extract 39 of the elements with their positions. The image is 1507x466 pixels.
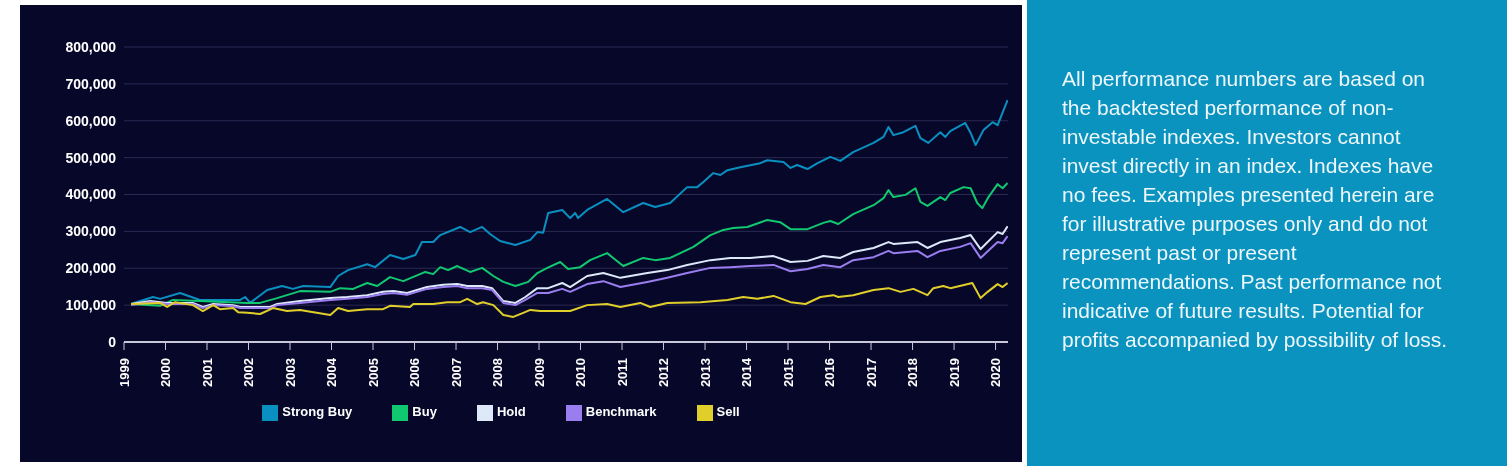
x-tick-label: 2001 [199,358,215,387]
x-tick-label: 2002 [241,358,257,387]
y-tick-label: 100,000 [65,297,117,314]
x-tick-label: 2006 [407,358,423,387]
y-tick-label: 600,000 [65,112,117,129]
x-tick-label: 2008 [490,358,506,387]
legend-label: Buy [412,404,437,419]
x-tick-label: 2018 [905,358,921,387]
x-tick-label: 2014 [739,357,755,387]
legend-label: Sell [716,404,740,419]
y-tick-label: 800,000 [65,38,117,55]
x-tick-label: 2004 [324,357,340,387]
x-tick-label: 2012 [656,358,672,387]
y-tick-label: 200,000 [65,260,117,277]
text: All performance numbers are based on the backtested performance of non-investable indexes. Investors cannot invest directly in an index. Indexes have no fees. Examples presented herein are for illustrative purposes only and do not represent past or present recommendations. Past performance not indicative of future results. Potential for profits accompanied by possibility of loss. [1062,67,1448,351]
line-series [130,282,1008,318]
y-tick-label: 400,000 [65,186,117,203]
x-tick-label: 2019 [946,358,962,387]
x-tick-label: 2016 [822,358,838,387]
x-tick-label: 2017 [863,358,879,387]
legend-label: Hold [496,404,526,419]
legend-label: Benchmark [585,404,657,419]
x-tick-label: 1999 [116,358,132,387]
x-tick-label: 2013 [697,358,713,387]
line-series [130,99,1008,306]
x-tick-label: 2000 [158,358,173,387]
y-tick-label: 0 [108,333,117,350]
x-tick-label: 2009 [531,358,547,387]
x-tick-label: 2010 [573,358,589,387]
x-tick-label: 2003 [282,358,298,387]
y-tick-label: 500,000 [65,149,117,166]
y-tick-label: 700,000 [65,75,117,92]
y-tick-label: 300,000 [65,223,117,240]
x-tick-label: 2015 [780,358,796,387]
x-tick-label: 2005 [365,358,381,387]
legend-label: Strong Buy [282,404,353,419]
x-tick-label: 2007 [448,358,464,387]
x-tick-label: 2011 [614,358,630,387]
x-tick-label: 2020 [988,358,1004,387]
